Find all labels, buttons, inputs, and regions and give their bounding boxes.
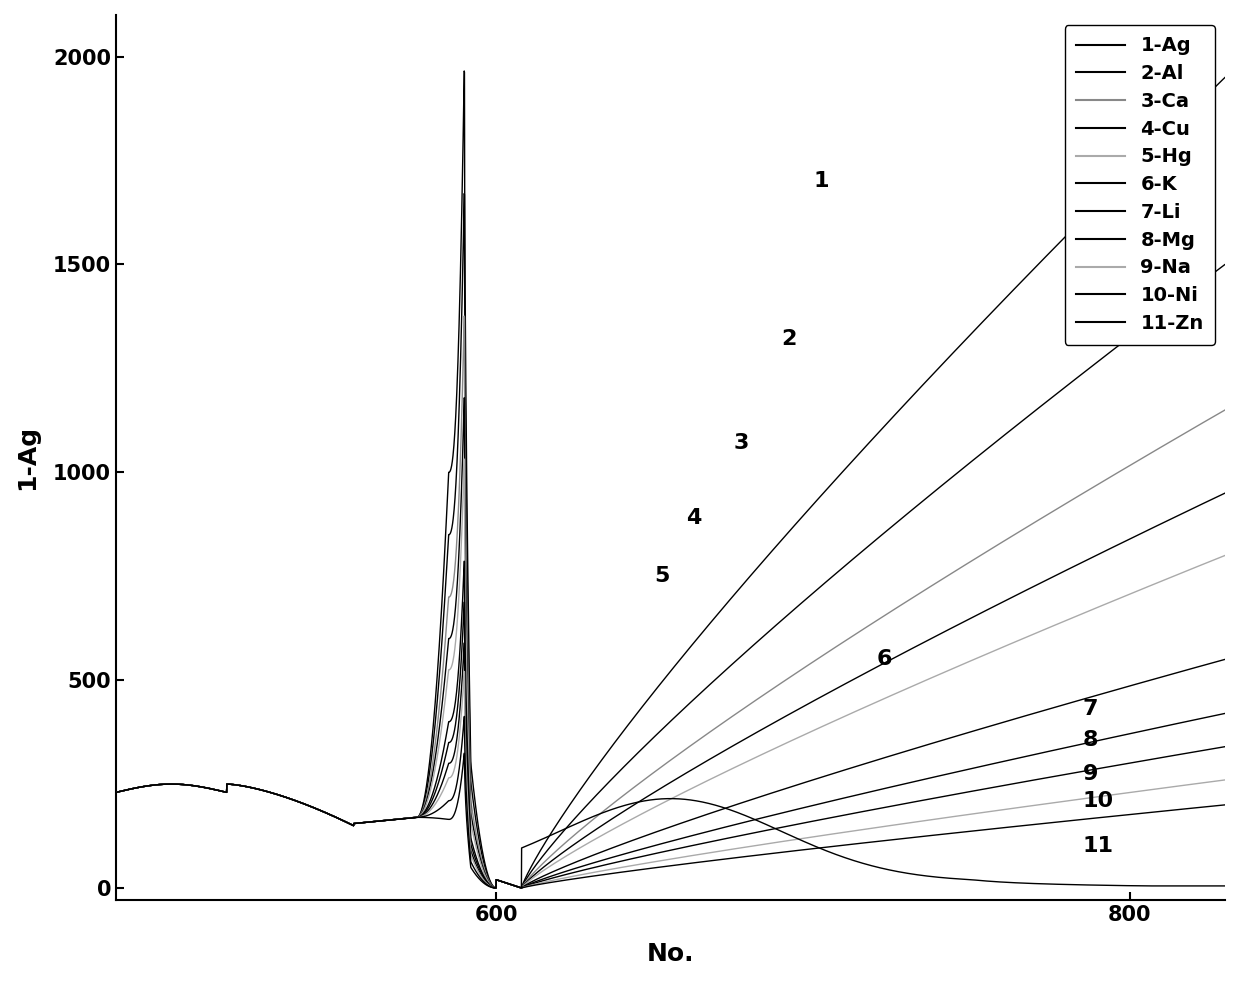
Text: 3: 3	[734, 434, 749, 453]
Text: 8: 8	[1083, 731, 1097, 750]
Text: 10: 10	[1083, 791, 1114, 810]
Text: 7: 7	[1083, 699, 1097, 719]
Legend: 1-Ag, 2-Al, 3-Ca, 4-Cu, 5-Hg, 6-K, 7-Li, 8-Mg, 9-Na, 10-Ni, 11-Zn: 1-Ag, 2-Al, 3-Ca, 4-Cu, 5-Hg, 6-K, 7-Li,…	[1064, 25, 1215, 344]
Text: 5: 5	[655, 566, 670, 587]
Text: 9: 9	[1083, 763, 1097, 784]
Text: 1: 1	[813, 172, 828, 191]
Text: 2: 2	[781, 330, 797, 349]
X-axis label: No.: No.	[647, 942, 694, 966]
Y-axis label: 1-Ag: 1-Ag	[15, 425, 38, 490]
Text: 4: 4	[686, 508, 702, 528]
Text: 11: 11	[1083, 837, 1114, 856]
Text: 6: 6	[877, 649, 892, 669]
